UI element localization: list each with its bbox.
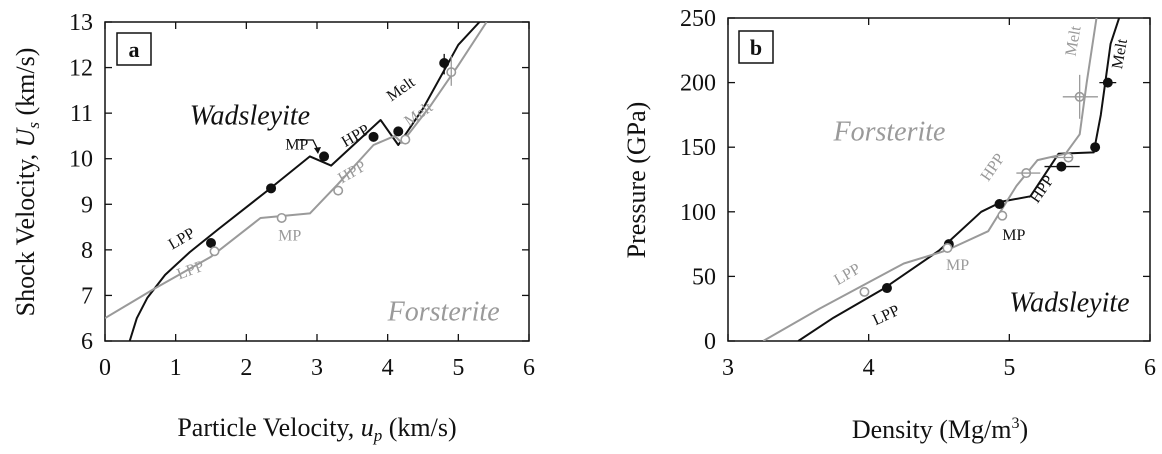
x-axis-label-a: Particle Velocity, up (km/s): [177, 413, 456, 445]
phase-transition-label: Melt: [1109, 37, 1131, 70]
y-tick-label: 200: [680, 71, 716, 97]
x-tick-label: 0: [99, 355, 111, 381]
y-tick-labels-b: 0 50 100 150 200 250: [680, 6, 716, 355]
y-tick-label: 50: [692, 264, 716, 290]
data-point-black: [266, 183, 277, 194]
data-point-black: [319, 151, 330, 162]
y-tick-label: 11: [70, 101, 93, 127]
x-tick-label: 4: [382, 355, 394, 381]
data-point-black: [393, 126, 404, 137]
plot-frame-b: [727, 17, 1151, 342]
phase-transition-label: MP: [946, 257, 969, 274]
tick-marks-b: [727, 17, 1151, 342]
y-tick-label: 12: [69, 56, 93, 82]
tick-marks-a: [104, 21, 530, 342]
phase-transition-label: LPP: [831, 260, 863, 289]
y-tick-label: 150: [680, 135, 716, 161]
plot-frame-a: [104, 21, 530, 342]
y-tick-label: 10: [69, 147, 93, 173]
panel-label-a: a: [129, 37, 140, 62]
data-points-a: [206, 53, 457, 257]
series-lines-a: [105, 22, 488, 341]
data-points-b: [859, 74, 1117, 297]
series-line-gray: [762, 18, 1098, 341]
phase-transition-label: MP: [278, 228, 301, 245]
phase-labels-a: Wadsleyite Forsterite: [190, 101, 500, 328]
x-tick-label: 3: [722, 355, 734, 381]
phase-transition-label: HPP: [339, 121, 373, 150]
data-point-gray: [997, 210, 1008, 221]
x-tick-label: 5: [1003, 355, 1015, 381]
series-line-black: [128, 22, 481, 341]
x-tick-label: 6: [523, 355, 535, 381]
data-point-gray: [276, 212, 287, 223]
x-axis-label-b: Density (Mg/m3): [852, 415, 1028, 444]
x-tick-label: 5: [452, 355, 464, 381]
phase-transition-label: HPP: [335, 158, 369, 187]
y-tick-label: 13: [69, 10, 93, 36]
panel-b: 3 4 5 6 0 50 100 150 200 250 LPP LPP MP MP HPP HPP Mel…: [622, 6, 1156, 444]
x-tick-label: 2: [240, 355, 252, 381]
y-tick-label: 8: [81, 238, 93, 264]
y-tick-labels-a: 6 7 8 9 10 11 12 13: [69, 10, 93, 355]
phase-region-label: Wadsleyite: [1009, 287, 1129, 318]
data-point-gray: [942, 242, 953, 253]
y-tick-label: 100: [680, 200, 716, 226]
y-tick-label: 7: [81, 283, 93, 309]
phase-region-label: Wadsleyite: [190, 101, 310, 132]
phase-transition-label: MP: [1002, 227, 1025, 244]
phase-labels-b: Forsterite Wadsleyite: [833, 117, 1130, 319]
data-point-black: [994, 199, 1005, 210]
data-point-gray: [859, 286, 870, 297]
x-tick-label: 1: [170, 355, 182, 381]
y-tick-label: 9: [81, 192, 93, 218]
x-tick-labels-a: 0 1 2 3 4 5 6: [99, 355, 535, 381]
phase-region-label: Forsterite: [387, 296, 500, 327]
panel-label-box-a: [116, 32, 152, 66]
phase-transition-label: Melt: [384, 73, 419, 105]
x-tick-labels-b: 3 4 5 6: [722, 355, 1156, 381]
data-point-gray: [333, 185, 344, 196]
y-axis-label-b: Pressure (GPa): [622, 102, 651, 259]
x-tick-label: 4: [863, 355, 875, 381]
mp-arrow: [298, 139, 319, 151]
y-axis-label-a: Shock Velocity, Us (km/s): [11, 48, 43, 317]
series-lines-b: [762, 18, 1121, 341]
series-line-gray: [105, 22, 488, 320]
data-point-black: [206, 238, 217, 249]
y-tick-label: 6: [81, 329, 93, 355]
data-point-gray: [400, 134, 411, 145]
phase-transition-label: HPP: [1027, 172, 1058, 206]
data-point-black: [368, 131, 379, 142]
panel-label-b: b: [750, 35, 762, 60]
phase-transition-label: HPP: [978, 151, 1009, 185]
annotations-b: LPP LPP MP MP HPP HPP Melt Melt: [831, 24, 1131, 329]
data-point-black: [881, 283, 892, 294]
series-line-black: [797, 18, 1121, 341]
mp-arrowhead: [314, 147, 321, 154]
y-tick-label: 0: [704, 329, 716, 355]
phase-transition-label: Melt: [1063, 24, 1085, 57]
phase-region-label: Forsterite: [833, 117, 946, 148]
data-point-black: [1090, 142, 1101, 153]
phase-transition-label: LPP: [870, 302, 902, 329]
x-tick-label: 6: [1144, 355, 1156, 381]
data-point-gray: [209, 246, 220, 257]
x-tick-label: 3: [311, 355, 323, 381]
phase-transition-label: MP: [285, 137, 308, 154]
y-tick-label: 250: [680, 6, 716, 32]
panel-label-box-b: [738, 30, 774, 64]
